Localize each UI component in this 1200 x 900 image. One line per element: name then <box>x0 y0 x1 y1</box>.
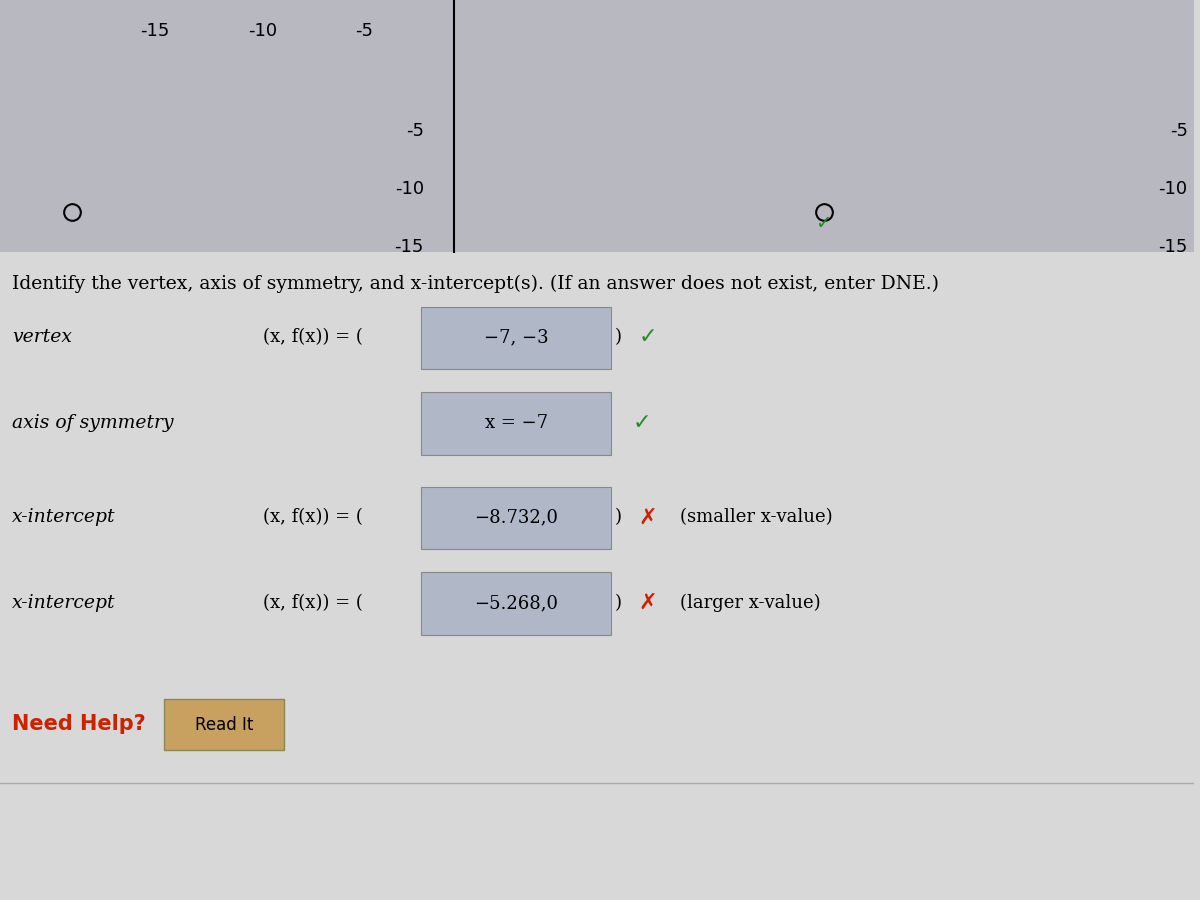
FancyBboxPatch shape <box>421 307 611 369</box>
Text: ): ) <box>614 594 622 612</box>
FancyBboxPatch shape <box>421 572 611 634</box>
Text: Read It: Read It <box>194 716 253 733</box>
Text: −8.732,0: −8.732,0 <box>474 508 558 526</box>
Text: -10: -10 <box>395 180 424 198</box>
Text: vertex: vertex <box>12 328 72 346</box>
Text: −5.268,0: −5.268,0 <box>474 594 558 612</box>
Text: ): ) <box>614 508 622 526</box>
Text: (x, f(x)) = (: (x, f(x)) = ( <box>263 594 362 612</box>
Text: -5: -5 <box>355 22 373 40</box>
Text: ✓: ✓ <box>638 328 658 347</box>
Text: x-intercept: x-intercept <box>12 594 115 612</box>
Text: ✗: ✗ <box>638 593 658 613</box>
Text: x = −7: x = −7 <box>485 414 548 432</box>
Text: -10: -10 <box>1159 180 1188 198</box>
FancyBboxPatch shape <box>0 0 1194 252</box>
Text: -15: -15 <box>140 22 170 40</box>
Text: axis of symmetry: axis of symmetry <box>12 414 174 432</box>
Text: ): ) <box>614 328 622 346</box>
FancyBboxPatch shape <box>421 392 611 454</box>
Text: ✓: ✓ <box>632 413 652 433</box>
Text: ✗: ✗ <box>638 508 658 527</box>
Text: -5: -5 <box>1170 122 1188 140</box>
FancyBboxPatch shape <box>421 487 611 549</box>
Text: -15: -15 <box>1158 238 1188 256</box>
Text: (x, f(x)) = (: (x, f(x)) = ( <box>263 328 362 346</box>
Text: x-intercept: x-intercept <box>12 508 115 526</box>
Text: Need Help?: Need Help? <box>12 715 145 734</box>
Text: ✓: ✓ <box>816 213 832 233</box>
Text: (larger x-value): (larger x-value) <box>680 594 821 612</box>
Text: -10: -10 <box>248 22 277 40</box>
Text: -5: -5 <box>406 122 424 140</box>
Text: -15: -15 <box>395 238 424 256</box>
Text: (smaller x-value): (smaller x-value) <box>680 508 833 526</box>
Text: (x, f(x)) = (: (x, f(x)) = ( <box>263 508 362 526</box>
Text: −7, −3: −7, −3 <box>484 328 548 346</box>
FancyBboxPatch shape <box>163 699 284 750</box>
Text: Identify the vertex, axis of symmetry, and x-intercept(s). (If an answer does no: Identify the vertex, axis of symmetry, a… <box>12 274 938 292</box>
